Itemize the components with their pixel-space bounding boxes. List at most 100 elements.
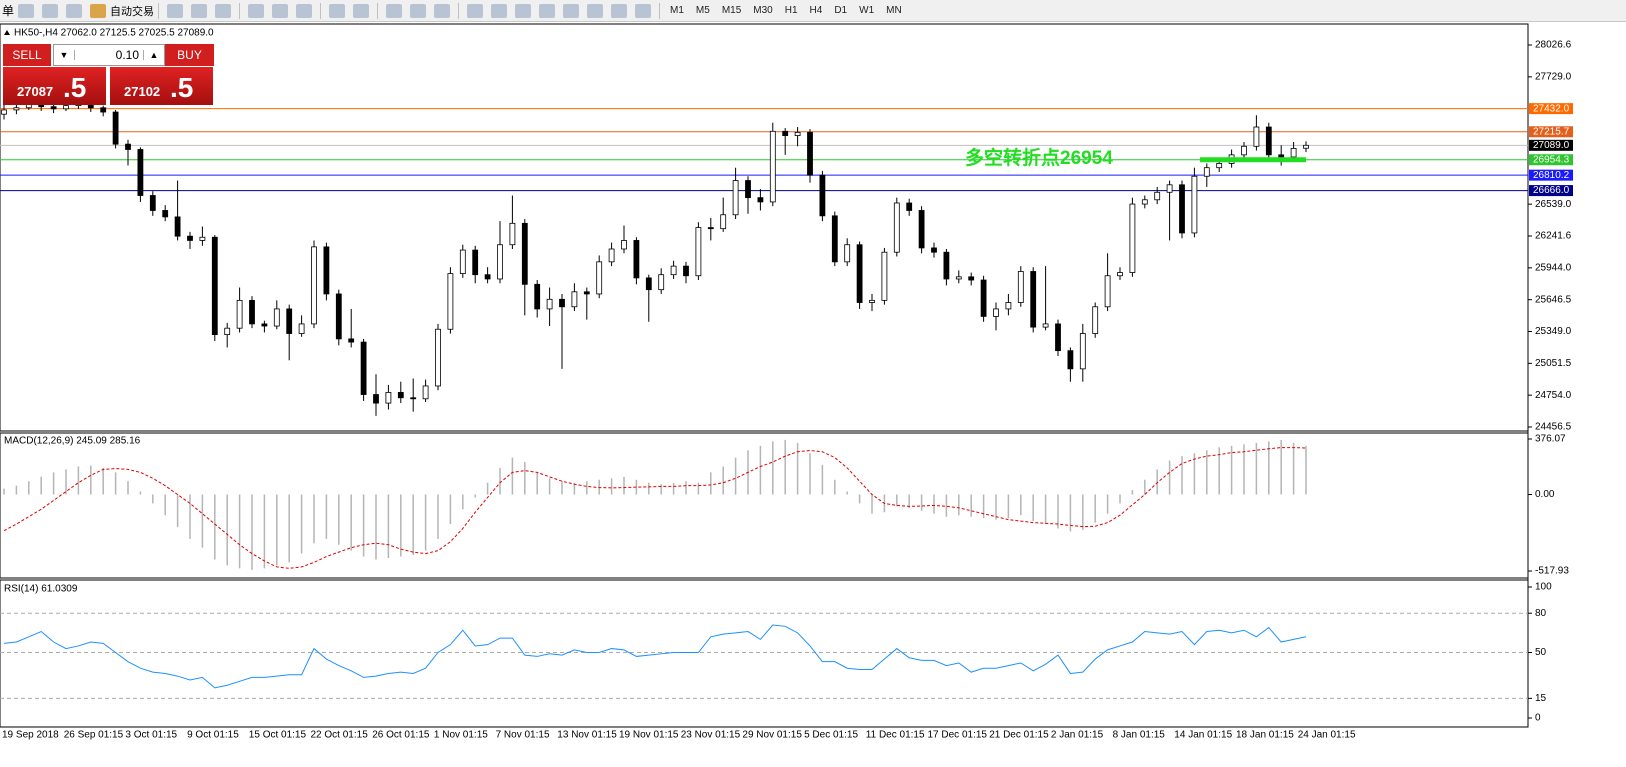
x-tick-label: 19 Sep 2018 [2, 730, 59, 741]
x-tick-label: 13 Nov 01:15 [557, 730, 617, 741]
tool-icon[interactable] [191, 3, 208, 18]
buy-price-fraction: .5 [170, 72, 194, 103]
tool-icon[interactable] [167, 3, 184, 18]
tool-icon[interactable] [296, 3, 313, 18]
tool-icon[interactable] [272, 3, 289, 18]
y-tick-label: 25944.0 [1535, 262, 1572, 273]
tool-icon[interactable] [467, 3, 484, 18]
menu-fragment[interactable]: 单 [2, 4, 15, 18]
x-tick-label: 15 Oct 01:15 [249, 730, 307, 741]
buy-price[interactable]: 27102 .5 [110, 67, 213, 105]
candle-body [782, 130, 789, 136]
y-tick-label: 50 [1535, 647, 1547, 658]
candle-body [1166, 184, 1173, 193]
tool-icon[interactable] [515, 3, 532, 18]
lot-increase[interactable]: ▲ [143, 50, 164, 60]
timeframe-button[interactable]: H4 [809, 5, 823, 16]
x-tick-label: 22 Oct 01:15 [311, 730, 369, 741]
timeframe-button[interactable]: MN [886, 5, 902, 16]
candle-body [1203, 167, 1210, 177]
candle-body [968, 276, 975, 281]
rsi-panel-frame [0, 579, 1529, 728]
candle-body [1017, 271, 1024, 303]
sell-button[interactable]: SELL [3, 44, 51, 66]
lot-input[interactable]: ▼ 0.10 ▲ [53, 44, 165, 66]
tool-icon[interactable] [248, 3, 265, 18]
candle-body [373, 394, 379, 404]
candle-body [174, 216, 181, 237]
candle-body [385, 391, 392, 404]
tool-icon[interactable] [329, 3, 346, 18]
candle-body [633, 240, 640, 279]
timeframe-button[interactable]: M1 [670, 5, 684, 16]
tool-icon[interactable] [635, 3, 652, 18]
tool-icon[interactable] [215, 3, 232, 18]
candle-body [137, 149, 144, 196]
candle-body [1030, 271, 1037, 328]
level-label: 27432.0 [1533, 103, 1570, 114]
lot-decrease[interactable]: ▼ [54, 50, 75, 60]
x-tick-label: 29 Nov 01:15 [742, 730, 802, 741]
candle-body [1067, 350, 1074, 370]
tool-icon[interactable] [66, 3, 83, 18]
sell-price[interactable]: 27087 .5 [3, 67, 106, 105]
candle-body [583, 291, 590, 295]
candle-body [1092, 306, 1099, 334]
candle-body [162, 210, 169, 218]
autotrade-button[interactable]: 自动交易 [110, 5, 155, 18]
x-tick-label: 9 Oct 01:15 [187, 730, 239, 741]
candle-body [819, 174, 826, 217]
candle-body [286, 308, 293, 334]
tool-icon[interactable] [587, 3, 604, 18]
tool-icon[interactable] [611, 3, 628, 18]
tool-icon[interactable] [491, 3, 508, 18]
candle-body [397, 391, 404, 399]
candle-body [348, 338, 355, 343]
tool-icon[interactable] [539, 3, 556, 18]
timeframe-button[interactable]: M5 [695, 5, 710, 16]
candle-body [249, 299, 255, 325]
candle-body [273, 308, 280, 327]
candle-body [1, 109, 7, 115]
x-tick-label: 26 Oct 01:15 [372, 730, 430, 741]
candle-body [410, 397, 417, 400]
candle-body [608, 248, 615, 263]
timeframe-button[interactable]: W1 [859, 5, 875, 16]
one-click-trading: SELL ▼ 0.10 ▲ BUY 27087 .5 27102 .5 [3, 44, 214, 106]
timeframe-button[interactable]: M15 [721, 5, 742, 16]
x-tick-label: 21 Dec 01:15 [989, 730, 1049, 741]
timeframe-button[interactable]: D1 [834, 5, 848, 16]
candle-body [298, 323, 305, 334]
tool-icon[interactable] [563, 3, 580, 18]
y-tick-label: 24754.0 [1535, 390, 1572, 401]
candle-body [1179, 184, 1185, 234]
timeframe-button[interactable]: H1 [784, 5, 798, 16]
y-tick-label: 100 [1535, 582, 1552, 593]
candle-body [509, 222, 516, 246]
level-label: 27089.0 [1533, 140, 1570, 151]
timeframe-button[interactable]: M30 [753, 5, 773, 16]
x-tick-label: 19 Nov 01:15 [619, 730, 679, 741]
buy-button[interactable]: BUY [165, 44, 214, 66]
candle-body [1216, 163, 1223, 169]
candle-body [100, 107, 107, 113]
candle-body [1079, 333, 1086, 370]
tool-icon[interactable] [353, 3, 370, 18]
tool-icon[interactable] [18, 3, 35, 18]
candle-body [211, 236, 218, 336]
candle-body [1055, 323, 1061, 352]
tool-icon[interactable] [410, 3, 427, 18]
candle-body [497, 244, 503, 280]
tool-icon[interactable] [434, 3, 451, 18]
annotation-text: 多空转折点26954 [965, 146, 1113, 169]
autotrade-icon[interactable] [90, 3, 107, 18]
candle-body [360, 341, 367, 395]
x-tick-label: 2 Jan 01:15 [1051, 730, 1104, 741]
candle-body [323, 246, 330, 295]
level-tag [1529, 185, 1573, 197]
level-label: 26810.2 [1533, 170, 1570, 181]
candle-body [621, 240, 627, 250]
x-tick-label: 11 Dec 01:15 [866, 730, 925, 741]
tool-icon[interactable] [386, 3, 403, 18]
tool-icon[interactable] [42, 3, 59, 18]
